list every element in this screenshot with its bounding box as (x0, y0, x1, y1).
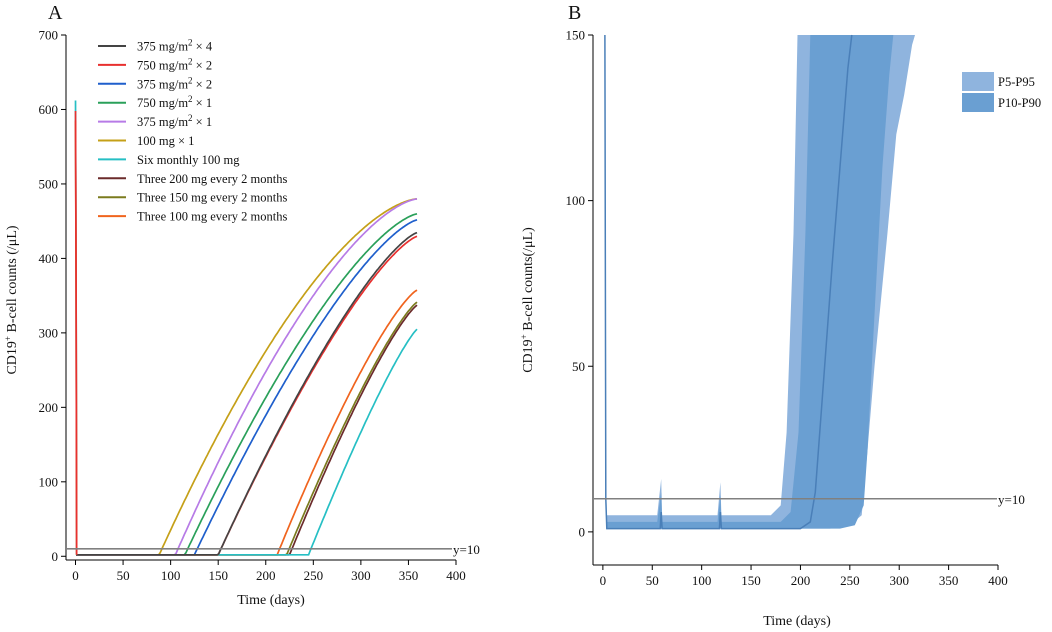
panel-a: A 0 50 100 150 200 250 300 350 400 0 100 200 300 400 5… (3, 2, 480, 608)
legend-label: Three 150 mg every 2 months (137, 191, 287, 205)
x-tick-label: 100 (692, 573, 712, 588)
y-tick-label: 100 (39, 474, 59, 489)
x-tick-label: 400 (446, 568, 466, 583)
median-line (604, 34, 853, 530)
y-tick-label: 500 (39, 176, 59, 191)
y-tick-label: 0 (579, 524, 586, 539)
y-tick-label: 400 (39, 251, 59, 266)
panel-b-y-title: CD19+ B-cell counts(/μL) (519, 227, 536, 373)
reference-line-label: y=10 (453, 542, 480, 557)
panel-a-legend: 375 mg/m2 × 4 750 mg/m2 × 2 375 mg/m2 × 2 7… (98, 38, 287, 224)
panel-b-x-title: Time (days) (763, 614, 831, 629)
legend-label: Six monthly 100 mg (137, 153, 240, 167)
panel-a-label: A (48, 2, 63, 24)
x-tick-label: 50 (117, 568, 130, 583)
panel-b-bands (604, 34, 929, 530)
x-tick-label: 300 (351, 568, 371, 583)
panel-b-legend: P5-P95 P10-P90 (962, 72, 1041, 112)
x-tick-label: 250 (840, 573, 860, 588)
x-tick-label: 400 (988, 573, 1008, 588)
legend-label: Three 100 mg every 2 months (137, 210, 287, 224)
panel-a-x-title: Time (days) (237, 593, 305, 608)
x-tick-label: 150 (208, 568, 228, 583)
panel-a-series (74, 100, 418, 556)
panel-b-label: B (568, 2, 581, 24)
x-tick-label: 300 (889, 573, 909, 588)
reference-line-label: y=10 (998, 492, 1025, 507)
legend-label: 750 mg/m2 × 1 (137, 94, 212, 110)
legend-label: P5-P95 (998, 75, 1035, 89)
panel-b: B 0 50 100 150 200 250 300 350 400050100150y=10 … (519, 2, 1041, 629)
y-tick-label: 700 (39, 28, 59, 43)
y-tick-label: 150 (566, 28, 586, 43)
y-tick-label: 200 (39, 400, 59, 415)
legend-label: 750 mg/m2 × 2 (137, 56, 212, 72)
series-line (76, 301, 418, 556)
legend-label: 375 mg/m2 × 2 (137, 75, 212, 91)
legend-swatch (962, 93, 994, 112)
y-tick-label: 0 (52, 549, 59, 564)
y-tick-label: 100 (566, 193, 586, 208)
legend-label: 375 mg/m2 × 1 (137, 113, 212, 129)
x-tick-label: 150 (741, 573, 761, 588)
y-tick-label: 600 (39, 102, 59, 117)
x-tick-label: 0 (72, 568, 79, 583)
x-tick-label: 0 (600, 573, 607, 588)
legend-label: 100 mg × 1 (137, 134, 194, 148)
x-tick-label: 100 (161, 568, 181, 583)
y-tick-label: 50 (572, 359, 585, 374)
x-tick-label: 50 (646, 573, 659, 588)
legend-label: 375 mg/m2 × 4 (137, 38, 213, 54)
panel-a-axes: 0 50 100 150 200 250 300 350 400 0 100 200 300 400 500… (39, 28, 480, 584)
legend-label: Three 200 mg every 2 months (137, 172, 287, 186)
x-tick-label: 200 (791, 573, 811, 588)
legend-label: P10-P90 (998, 96, 1041, 110)
x-tick-label: 200 (256, 568, 276, 583)
x-tick-label: 250 (304, 568, 324, 583)
x-tick-label: 350 (939, 573, 959, 588)
y-tick-label: 300 (39, 325, 59, 340)
series-line (76, 231, 418, 556)
series-line (76, 304, 418, 556)
panel-a-y-title: CD19+ B-cell counts (/μL) (3, 225, 20, 374)
panel-b-axes: 0 50 100 150 200 250 300 350 400 0 50 100 150 y=10 (566, 28, 1025, 589)
x-tick-label: 350 (399, 568, 419, 583)
legend-swatch (962, 72, 994, 91)
initial-spike (74, 110, 78, 555)
band-p10-p90 (604, 35, 910, 529)
